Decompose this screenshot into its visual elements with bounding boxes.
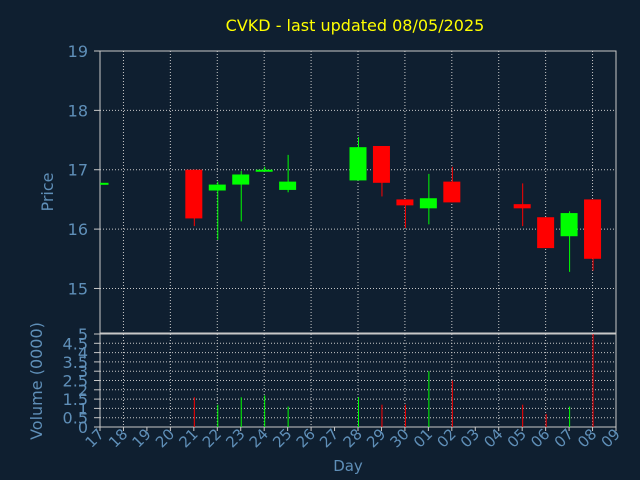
day-tick-label: 25 xyxy=(269,425,295,451)
candle-body xyxy=(100,182,109,185)
candle-body xyxy=(560,213,578,237)
day-tick-label: 18 xyxy=(105,425,131,451)
day-tick-label: 21 xyxy=(175,425,201,451)
day-tick-label: 01 xyxy=(410,425,436,451)
volume-y-tick-label: 2.5 xyxy=(63,372,88,391)
day-tick-label: 30 xyxy=(387,425,413,451)
candle-body xyxy=(279,181,297,190)
volume-y-tick-label: 0 xyxy=(78,418,88,437)
day-tick-label: 23 xyxy=(222,425,248,451)
day-tick-label: 19 xyxy=(129,425,155,451)
price-y-tick-labels: 15 16 17 18 19 xyxy=(68,42,100,298)
candle-body xyxy=(396,199,414,206)
day-tick-label: 28 xyxy=(340,425,366,451)
volume-axis-label: Volume (0000) xyxy=(27,322,46,440)
day-tick-label: 02 xyxy=(433,425,459,451)
price-y-tick-label: 15 xyxy=(68,279,88,298)
day-tick-label: 22 xyxy=(199,425,225,451)
day-tick-label: 08 xyxy=(574,425,600,451)
candle-body xyxy=(208,184,226,191)
candle-body xyxy=(232,174,250,185)
volume-y-tick-label: 2 xyxy=(78,381,88,400)
candle-body xyxy=(255,169,273,172)
candle-body xyxy=(537,217,555,249)
price-y-tick-label: 16 xyxy=(68,220,88,239)
price-y-tick-label: 17 xyxy=(68,161,88,180)
candle-body xyxy=(513,204,531,209)
volume-y-tick-label: 1.5 xyxy=(63,390,88,409)
day-tick-label: 04 xyxy=(480,425,506,451)
day-tick-label: 05 xyxy=(504,425,530,451)
candlesticks xyxy=(100,137,602,272)
candle-body xyxy=(419,198,437,209)
price-y-tick-label: 18 xyxy=(68,101,88,120)
day-tick-label: 20 xyxy=(152,425,178,451)
price-axis-label: Price xyxy=(38,172,57,211)
day-tick-label: 03 xyxy=(457,425,483,451)
day-tick-label: 06 xyxy=(527,425,553,451)
volume-y-tick-label: 0.5 xyxy=(63,409,88,428)
volume-y-tick-label: 4 xyxy=(78,344,88,363)
volume-y-tick-labels: 00.511.522.533.544.55 xyxy=(63,325,100,437)
candle-body xyxy=(443,181,461,203)
candle-body xyxy=(372,145,390,183)
volume-y-tick-label: 4.5 xyxy=(63,334,88,353)
volume-bars xyxy=(193,334,594,427)
day-tick-label: 26 xyxy=(293,425,319,451)
candle-body xyxy=(185,169,203,219)
price-y-tick-label: 19 xyxy=(68,42,88,61)
day-tick-label: 27 xyxy=(316,425,342,451)
day-tick-label: 07 xyxy=(551,425,577,451)
volume-y-tick-label: 1 xyxy=(78,399,88,418)
day-tick-label: 29 xyxy=(363,425,389,451)
volume-y-tick-label: 3 xyxy=(78,362,88,381)
day-tick-labels: 1718192021222324252627282930010203040506… xyxy=(82,425,624,451)
chart-title: CVKD - last updated 08/05/2025 xyxy=(226,16,485,35)
candle-body xyxy=(349,147,367,181)
volume-y-tick-label: 5 xyxy=(78,325,88,344)
volume-y-tick-label: 3.5 xyxy=(63,353,88,372)
candle-body xyxy=(584,199,602,259)
day-tick-label: 24 xyxy=(246,425,272,451)
day-tick-label: 09 xyxy=(598,425,624,451)
x-axis-label: Day xyxy=(333,457,363,475)
